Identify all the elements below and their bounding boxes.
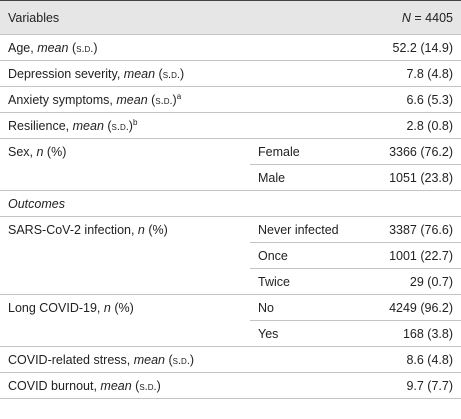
header-cell: Variables [0,0,360,35]
text-run: a [176,91,182,101]
sub-label: Never infected [250,216,360,243]
text-run: ) [93,40,98,55]
sub-label: No [250,294,360,321]
text-run: ( [147,93,156,108]
section-row: Outcomes [0,190,461,217]
text-run: ) [172,93,177,108]
data-row: COVID-related stress, mean (s.d.) 8.6 (4.… [0,346,461,373]
text-run: Depression severity, [8,66,124,81]
value-cell: 4249 (96.2) [360,294,461,321]
group-row: Twice 29 (0.7) [0,268,461,295]
text-run: Age, [8,40,38,55]
value-cell: 3366 (76.2) [360,138,461,165]
data-row: Age, mean (s.d.) 52.2 (14.9) [0,34,461,61]
text-run: ) [156,378,161,393]
group-row: Long COVID-19, n (%) No 4249 (96.2) [0,294,461,347]
text-run: s.d. [76,42,94,55]
text-run: mean [100,378,132,393]
text-run: s.d. [111,121,129,134]
text-run: (%) [110,301,134,315]
label-cell: Long COVID-19, n (%) [0,294,250,347]
text-run: SARS-CoV-2 infection, [8,223,138,237]
text-run: ( [131,378,140,393]
group-row: Once 1001 (22.7) [0,242,461,269]
text-run: Sex, [8,145,37,159]
label-cell: Age, mean (s.d.) [0,34,360,61]
value-cell: 1001 (22.7) [360,242,461,269]
text-run: b [132,117,138,127]
data-row: Resilience, mean (s.d.)b 2.8 (0.8) [0,112,461,139]
value-cell: 6.6 (5.3) [360,86,461,113]
text-run: (%) [144,223,168,237]
text-run: Resilience, [8,119,73,134]
value-cell: 2.8 (0.8) [360,112,461,139]
text-run: Long COVID-19, [8,301,104,315]
sub-label: Female [250,138,360,165]
text-run: ) [189,352,195,367]
data-table: Variables N = 4405 Age, mean (s.d.) 52.2 (1… [0,0,461,399]
text-run: s.d. [172,354,190,367]
data-row: Depression severity, mean (s.d.) 7.8 (4.8… [0,60,461,87]
label-cell: Resilience, mean (s.d.)b [0,112,360,139]
text-run: mean [116,93,148,108]
text-run: n [36,145,44,159]
value-cell: 168 (3.8) [360,320,461,347]
table-body: Variables N = 4405 Age, mean (s.d.) 52.2 (1… [0,0,461,399]
text-run: s.d. [139,380,157,393]
value-cell: 1051 (23.8) [360,164,461,191]
sub-label: Once [250,242,360,269]
section-cell: Outcomes [0,190,461,217]
label-cell: COVID burnout, mean (s.d.) [0,372,360,399]
value-cell: 3387 (76.6) [360,216,461,243]
text-run: s.d. [155,95,173,108]
text-run: ( [155,66,163,81]
header-row: Variables N = 4405 [0,0,461,35]
text-run: mean [72,119,104,134]
text-run: ) [179,66,185,81]
text-run: COVID burnout, [8,378,101,393]
label-cell: Depression severity, mean (s.d.) [0,60,360,87]
value-cell: 8.6 (4.8) [360,346,461,373]
text-run: (%) [43,145,67,159]
text-run: Variables [8,10,60,25]
label-cell: SARS-CoV-2 infection, n (%) [0,216,250,295]
value-cell: 7.8 (4.8) [360,60,461,87]
value-cell: 9.7 (7.7) [360,372,461,399]
text-run: n [137,223,145,237]
header-cell: N = 4405 [360,0,461,35]
label-cell: Sex, n (%) [0,138,250,191]
text-run: ( [165,352,173,367]
text-run: ( [68,40,77,55]
text-run: Anxiety symptoms, [8,93,117,108]
sub-label: Male [250,164,360,191]
group-row: Yes 168 (3.8) [0,320,461,347]
text-run: mean [133,352,166,367]
text-run: = 4405 [410,10,453,25]
data-row: Anxiety symptoms, mean (s.d.)a 6.6 (5.3) [0,86,461,113]
text-run: mean [37,40,69,55]
value-cell: 29 (0.7) [360,268,461,295]
text-run: mean [123,66,156,81]
value-cell: 52.2 (14.9) [360,34,461,61]
text-run: n [103,301,111,315]
text-run: s.d. [162,68,180,81]
text-run: COVID-related stress, [8,352,134,367]
sub-label: Yes [250,320,360,347]
label-cell: Anxiety symptoms, mean (s.d.)a [0,86,360,113]
group-row: Male 1051 (23.8) [0,164,461,191]
label-cell: COVID-related stress, mean (s.d.) [0,346,360,373]
text-run: ) [128,119,133,134]
text-run: N [401,10,411,25]
data-row: COVID burnout, mean (s.d.) 9.7 (7.7) [0,372,461,399]
sub-label: Twice [250,268,360,295]
text-run: ( [103,119,112,134]
group-row: SARS-CoV-2 infection, n (%) Never infecte… [0,216,461,295]
group-row: Sex, n (%) Female 3366 (76.2) [0,138,461,191]
